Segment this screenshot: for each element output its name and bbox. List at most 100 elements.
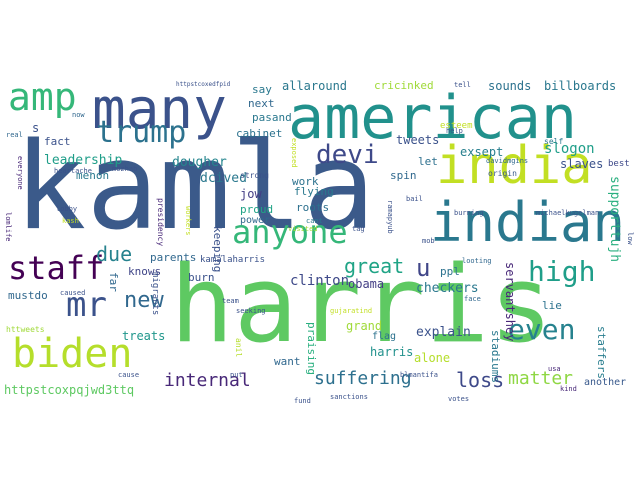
word: usa (548, 365, 561, 373)
word: davidmgins (486, 157, 529, 165)
word: mustdo (8, 289, 48, 302)
word: spin (390, 169, 417, 182)
word: caused (60, 289, 86, 297)
word: httweets (6, 325, 45, 334)
word: india (436, 136, 593, 196)
word: blmantifa (400, 371, 438, 379)
word: httpstcoxpqjwd3ttq (4, 383, 135, 397)
word: migrants (150, 272, 160, 316)
word: esteem (440, 121, 473, 131)
word: kamla (14, 118, 376, 257)
word: everyone (16, 156, 24, 190)
word: pasand (252, 111, 292, 124)
word: looting (462, 257, 492, 265)
word: supporttujh (607, 176, 622, 263)
word: billboards (544, 79, 617, 93)
word: due (96, 242, 133, 266)
word: put (230, 371, 243, 379)
word: biden (12, 331, 133, 377)
word: tell (454, 81, 471, 89)
word: seeking (236, 307, 266, 315)
word: power (240, 215, 271, 226)
word: mozhab (112, 165, 138, 173)
word: explain (416, 325, 471, 340)
word: praising (305, 322, 318, 375)
word: far (107, 272, 120, 292)
word: fact (44, 135, 71, 148)
word: devi (316, 140, 379, 170)
word: matter (508, 368, 574, 389)
word: treats (122, 329, 166, 343)
word: sounds (488, 79, 532, 93)
word: kind (560, 385, 577, 393)
word: origin (488, 169, 517, 178)
word: help (446, 127, 463, 135)
word: checkers (416, 281, 479, 296)
word: s (32, 121, 40, 135)
word: kamalaharris (200, 255, 266, 265)
word: many (92, 77, 227, 142)
word: great (344, 254, 405, 278)
word: next (248, 97, 275, 110)
word: anyone (232, 213, 348, 251)
word: dcived (200, 171, 247, 186)
word: burn (188, 271, 215, 284)
word: alone (414, 351, 451, 365)
word: fund (294, 397, 311, 405)
word: httpstcoxedfpid (176, 81, 231, 88)
word: self (544, 137, 564, 146)
word: servantshey (503, 262, 517, 342)
word: best (608, 159, 630, 169)
word: cricinked (374, 79, 434, 92)
word: flag (372, 331, 397, 342)
word: even (508, 313, 576, 346)
word: cabinet (236, 127, 283, 140)
word: let (418, 155, 438, 168)
word: work (292, 175, 319, 188)
word: internal (164, 370, 251, 391)
word: proud (240, 203, 274, 216)
word: anil (234, 338, 243, 358)
word: michaelkugelman (536, 209, 600, 217)
word: strong (240, 171, 269, 180)
word: ppl (440, 265, 460, 278)
word: exsept (460, 145, 504, 159)
word: roots (296, 201, 330, 214)
word: another (584, 377, 627, 388)
word: now (72, 111, 85, 119)
word: harris (170, 243, 553, 366)
word: lie (542, 299, 562, 312)
word: slogon (544, 141, 595, 157)
word: presidency (156, 198, 165, 247)
word: keeping (211, 226, 224, 273)
word: lobby (56, 205, 78, 213)
word: kash (62, 217, 79, 225)
word: stadiums (489, 330, 502, 383)
word: gujaratind (330, 307, 373, 315)
word: ramapyub (386, 200, 394, 234)
word: exposed (290, 138, 298, 168)
word: flying (294, 185, 334, 198)
word: harris (370, 345, 414, 359)
word: suffering (314, 368, 412, 389)
word: tweets (396, 133, 440, 147)
word: sanctions (330, 393, 368, 401)
word: visited (288, 225, 318, 233)
word: real (6, 131, 23, 139)
word: face (464, 295, 481, 303)
word: indian (430, 191, 626, 254)
word: say (252, 83, 272, 96)
word: clinton (290, 273, 350, 289)
word: tag (352, 225, 365, 233)
word: obama (348, 277, 385, 291)
word: staffers (595, 326, 608, 379)
word: low (626, 232, 634, 245)
word: new (124, 288, 164, 313)
word: bail (406, 195, 423, 203)
word: trump (96, 115, 187, 150)
word: parents (150, 251, 197, 264)
word: knows (128, 265, 162, 278)
word: leadership (44, 153, 123, 168)
word: grand (346, 319, 383, 333)
